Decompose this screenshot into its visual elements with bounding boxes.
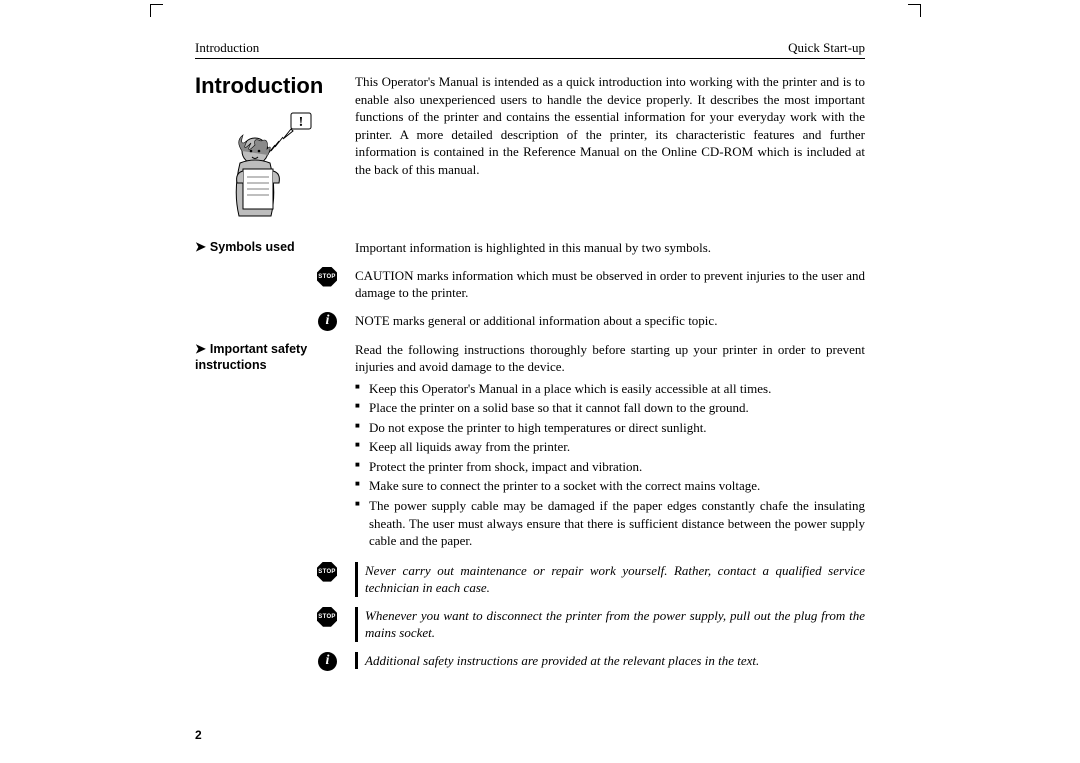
safety-lead: Read the following instructions thorough… bbox=[355, 341, 865, 376]
subhead-symbols: ➤Symbols used bbox=[195, 240, 295, 254]
header-rule bbox=[195, 58, 865, 59]
header-left: Introduction bbox=[195, 40, 259, 56]
info-icon: i bbox=[318, 312, 337, 331]
header-right: Quick Start-up bbox=[788, 40, 865, 56]
list-item: Place the printer on a solid base so tha… bbox=[355, 399, 865, 417]
list-item: Protect the printer from shock, impact a… bbox=[355, 458, 865, 476]
arrow-icon: ➤ bbox=[195, 341, 206, 356]
caution-block-1: Never carry out maintenance or repair wo… bbox=[355, 562, 865, 597]
stop-icon: STOP bbox=[317, 267, 337, 287]
page-number: 2 bbox=[195, 728, 202, 742]
page-title: Introduction bbox=[195, 73, 345, 99]
page-body: Introduction Quick Start-up Introduction… bbox=[195, 40, 865, 681]
list-item: Do not expose the printer to high temper… bbox=[355, 419, 865, 437]
person-reading-illustration: ! bbox=[225, 111, 315, 221]
list-item: Make sure to connect the printer to a so… bbox=[355, 477, 865, 495]
arrow-icon: ➤ bbox=[195, 239, 206, 254]
symbols-lead: Important information is highlighted in … bbox=[355, 239, 865, 257]
list-item: The power supply cable may be damaged if… bbox=[355, 497, 865, 550]
safety-list: Keep this Operator's Manual in a place w… bbox=[355, 380, 865, 550]
stop-icon: STOP bbox=[317, 607, 337, 627]
crop-mark bbox=[908, 4, 921, 17]
running-header: Introduction Quick Start-up bbox=[195, 40, 865, 56]
list-item: Keep this Operator's Manual in a place w… bbox=[355, 380, 865, 398]
caution-text: CAUTION marks information which must be … bbox=[355, 267, 865, 302]
info-icon: i bbox=[318, 652, 337, 671]
note-text: NOTE marks general or additional informa… bbox=[355, 312, 865, 330]
caution-block-2: Whenever you want to disconnect the prin… bbox=[355, 607, 865, 642]
stop-icon: STOP bbox=[317, 562, 337, 582]
info-block: Additional safety instructions are provi… bbox=[355, 652, 865, 670]
subhead-safety: ➤Important safety instructions bbox=[195, 342, 307, 373]
crop-mark bbox=[150, 4, 163, 17]
svg-text:!: ! bbox=[299, 115, 304, 130]
list-item: Keep all liquids away from the printer. bbox=[355, 438, 865, 456]
intro-paragraph: This Operator's Manual is intended as a … bbox=[355, 73, 865, 178]
